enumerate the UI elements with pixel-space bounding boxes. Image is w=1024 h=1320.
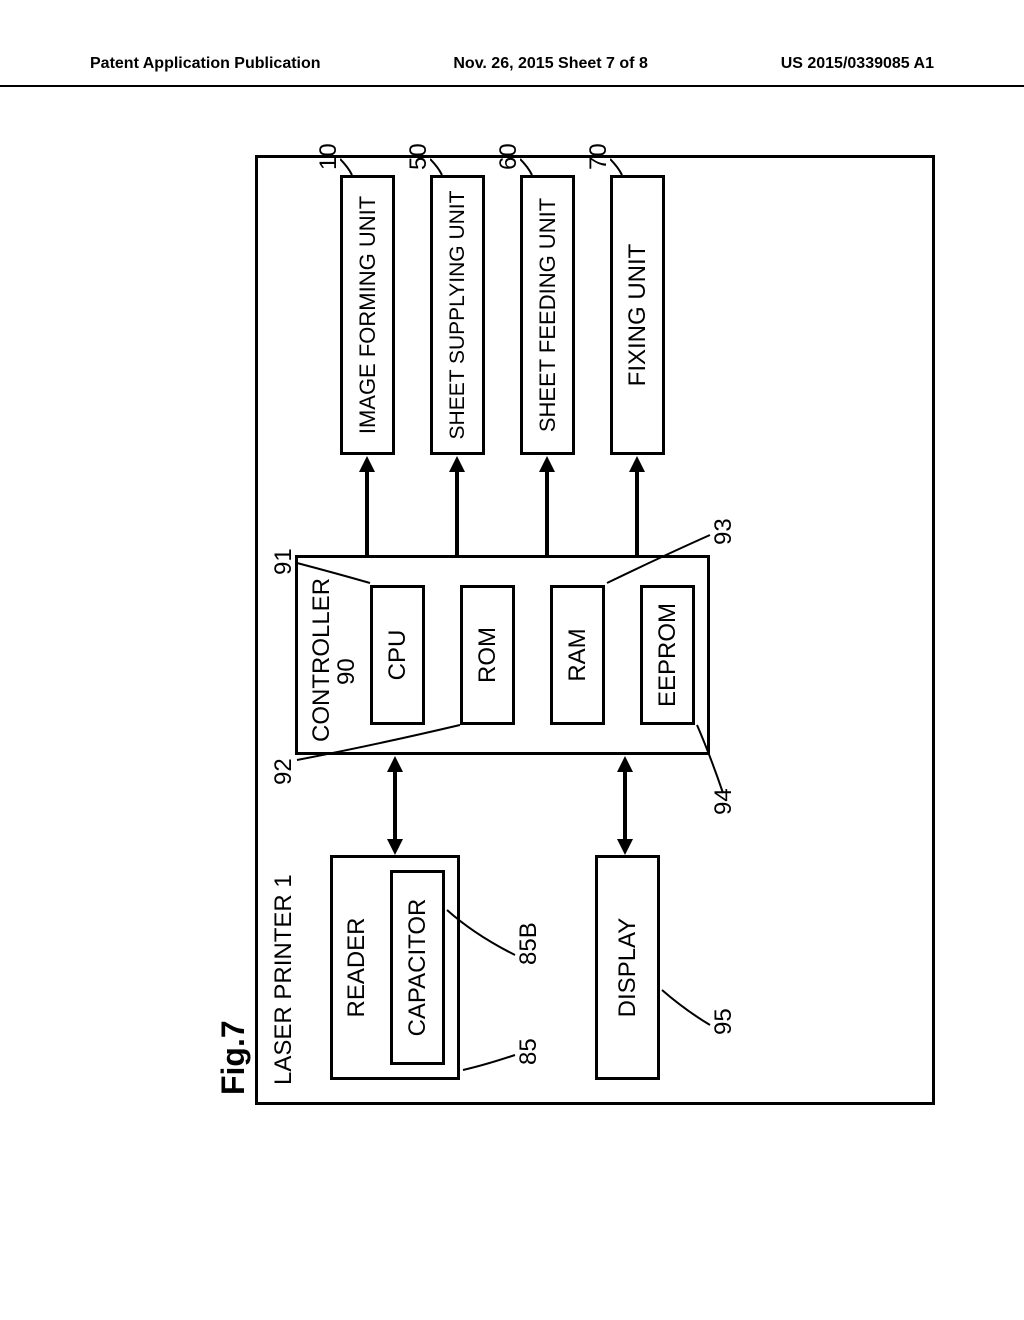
eeprom-block: EEPROM bbox=[640, 585, 695, 725]
sheet-feeding-ref: 60 bbox=[495, 143, 523, 170]
rom-block: ROM bbox=[460, 585, 515, 725]
arrow-head bbox=[387, 756, 403, 772]
cpu-ref: 91 bbox=[270, 548, 298, 575]
ram-block: RAM bbox=[550, 585, 605, 725]
fixing-ref: 70 bbox=[585, 143, 613, 170]
ram-ref-curve bbox=[605, 525, 715, 585]
arrow-head bbox=[617, 839, 633, 855]
page-header: Patent Application Publication Nov. 26, … bbox=[0, 55, 1024, 87]
outer-box-label: LASER PRINTER 1 bbox=[270, 874, 298, 1085]
sheet-feeding-block: SHEET FEEDING UNIT bbox=[520, 175, 575, 455]
display-block: DISPLAY bbox=[595, 855, 660, 1080]
arrow-head bbox=[449, 456, 465, 472]
arrow-head bbox=[387, 839, 403, 855]
sheet-supplying-ref: 50 bbox=[405, 143, 433, 170]
rom-ref: 92 bbox=[270, 758, 298, 785]
arrow-ctrl-sheetfeeding bbox=[545, 470, 549, 555]
fixing-label: FIXING UNIT bbox=[624, 244, 652, 387]
arrow-head bbox=[617, 756, 633, 772]
image-forming-ref: 10 bbox=[315, 143, 343, 170]
sf-ref-curve bbox=[520, 152, 535, 177]
sheet-supplying-label: SHEET SUPPLYING UNIT bbox=[446, 191, 470, 440]
fx-ref-curve bbox=[610, 152, 625, 177]
header-left: Patent Application Publication bbox=[90, 55, 321, 73]
image-forming-label: IMAGE FORMING UNIT bbox=[355, 196, 381, 434]
cpu-block: CPU bbox=[370, 585, 425, 725]
ss-ref-curve bbox=[430, 152, 445, 177]
header-center: Nov. 26, 2015 Sheet 7 of 8 bbox=[453, 55, 647, 73]
cpu-ref-curve bbox=[295, 548, 375, 588]
arrow-head bbox=[359, 456, 375, 472]
display-label: DISPLAY bbox=[614, 918, 642, 1018]
figure-label: Fig.7 bbox=[215, 1020, 252, 1095]
arrow-display-controller bbox=[623, 770, 627, 840]
eeprom-label: EEPROM bbox=[654, 603, 682, 707]
reader-label: READER bbox=[343, 917, 371, 1017]
arrow-head bbox=[629, 456, 645, 472]
eeprom-ref-curve bbox=[695, 715, 725, 795]
header-right: US 2015/0339085 A1 bbox=[781, 55, 934, 73]
capacitor-block: CAPACITOR bbox=[390, 870, 445, 1065]
sheet-supplying-block: SHEET SUPPLYING UNIT bbox=[430, 175, 485, 455]
arrow-ctrl-fixing bbox=[635, 470, 639, 555]
arrow-ctrl-imageforming bbox=[365, 470, 369, 555]
capacitor-label: CAPACITOR bbox=[404, 899, 432, 1037]
controller-ref: 90 bbox=[333, 658, 361, 685]
diagram: Fig.7 LASER PRINTER 1 READER CAPACITOR 8… bbox=[115, 265, 1024, 1005]
rom-label: ROM bbox=[474, 627, 502, 683]
display-ref-curve bbox=[660, 975, 720, 1035]
image-forming-block: IMAGE FORMING UNIT bbox=[340, 175, 395, 455]
cpu-label: CPU bbox=[384, 630, 412, 681]
reader-ref-curves bbox=[445, 875, 525, 1075]
if-ref-curve bbox=[340, 152, 355, 177]
ram-label: RAM bbox=[564, 628, 592, 681]
arrow-ctrl-sheetsupplying bbox=[455, 470, 459, 555]
sheet-feeding-label: SHEET FEEDING UNIT bbox=[535, 198, 561, 432]
arrow-reader-controller bbox=[393, 770, 397, 840]
fixing-block: FIXING UNIT bbox=[610, 175, 665, 455]
rom-ref-curve bbox=[295, 705, 465, 765]
arrow-head bbox=[539, 456, 555, 472]
